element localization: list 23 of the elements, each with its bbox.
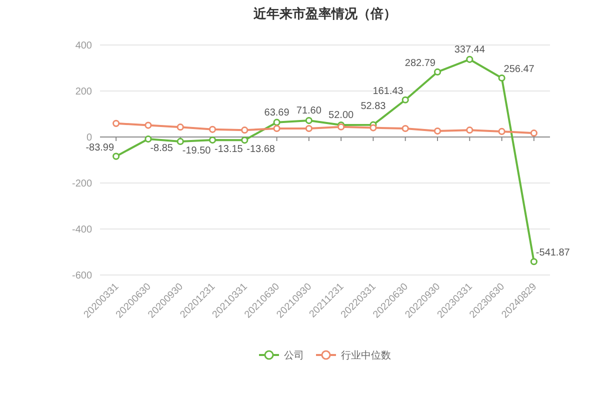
y-tick-label: 200 [75, 86, 92, 98]
data-label: -83.99 [86, 142, 115, 154]
data-label: 52.00 [328, 110, 354, 122]
data-label: 52.83 [360, 100, 386, 112]
data-label: -13.68 [246, 144, 276, 156]
data-label: 337.44 [454, 44, 486, 56]
data-label: 161.43 [372, 86, 404, 97]
data-label: 256.47 [504, 64, 535, 76]
title: 近年来市盈率情况（倍） [254, 6, 396, 21]
legend-label: 公司 [284, 350, 304, 362]
data-label: 282.79 [404, 58, 436, 69]
y-tick-label: -200 [72, 178, 92, 190]
legend-label: 行业中位数 [341, 350, 391, 362]
data-label: -8.85 [150, 143, 174, 154]
y-tick-label: 400 [75, 40, 92, 52]
data-label: -19.50 [182, 145, 212, 156]
y-tick-label: 0 [86, 132, 92, 144]
data-label: 71.60 [296, 106, 322, 117]
data-label: -13.15 [214, 144, 244, 156]
y-tick-label: -400 [72, 224, 92, 236]
data-label: -541.87 [536, 248, 570, 259]
y-tick-label: -600 [72, 270, 92, 282]
data-label: 63.69 [264, 107, 290, 118]
